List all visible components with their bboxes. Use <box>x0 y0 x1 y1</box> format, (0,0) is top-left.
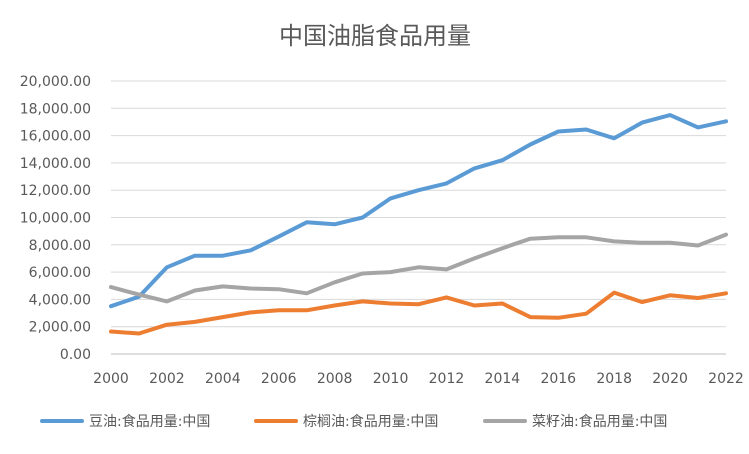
x-tick-label: 2014 <box>485 371 521 387</box>
y-tick-label: 18,000.00 <box>20 101 91 117</box>
y-tick-label: 10,000.00 <box>20 211 91 227</box>
x-tick-label: 2000 <box>93 371 129 387</box>
y-tick-label: 8,000.00 <box>29 238 91 254</box>
series-lines <box>109 113 728 336</box>
x-tick-label: 2018 <box>596 371 632 387</box>
x-tick-label: 2008 <box>317 371 353 387</box>
series-line <box>109 232 728 304</box>
y-tick-label: 16,000.00 <box>20 129 91 145</box>
x-tick-label: 2002 <box>149 371 185 387</box>
series-line <box>109 113 728 309</box>
y-tick-label: 4,000.00 <box>29 292 91 308</box>
x-tick-label: 2020 <box>652 371 688 387</box>
y-tick-label: 20,000.00 <box>20 74 91 90</box>
series-line <box>109 290 728 336</box>
y-tick-label: 14,000.00 <box>20 156 91 172</box>
legend: 豆油:食品用量:中国 棕榈油:食品用量:中国 菜籽油:食品用量:中国 <box>40 413 667 430</box>
x-tick-label: 2016 <box>540 371 576 387</box>
chart-title: 中国油脂食品用量 <box>279 22 471 50</box>
x-axis-tick-labels: 2000 2002 2004 2006 2008 2010 2012 2014 2016 2018… <box>93 371 744 387</box>
y-tick-label: 0.00 <box>60 347 91 363</box>
x-tick-label: 2010 <box>373 371 409 387</box>
gridlines <box>111 80 726 355</box>
legend-label: 豆油:食品用量:中国 <box>89 413 210 430</box>
x-tick-label: 2006 <box>261 371 297 387</box>
y-tick-label: 2,000.00 <box>29 320 91 336</box>
y-axis-tick-labels: 0.00 2,000.00 4,000.00 6,000.00 8,000.00 10,0… <box>20 74 91 363</box>
x-tick-label: 2012 <box>429 371 465 387</box>
legend-label: 棕榈油:食品用量:中国 <box>303 413 438 430</box>
y-tick-label: 12,000.00 <box>20 183 91 199</box>
y-tick-label: 6,000.00 <box>29 265 91 281</box>
x-tick-label: 2004 <box>205 371 241 387</box>
x-tick-label: 2022 <box>708 371 744 387</box>
legend-label: 菜籽油:食品用量:中国 <box>532 413 667 430</box>
